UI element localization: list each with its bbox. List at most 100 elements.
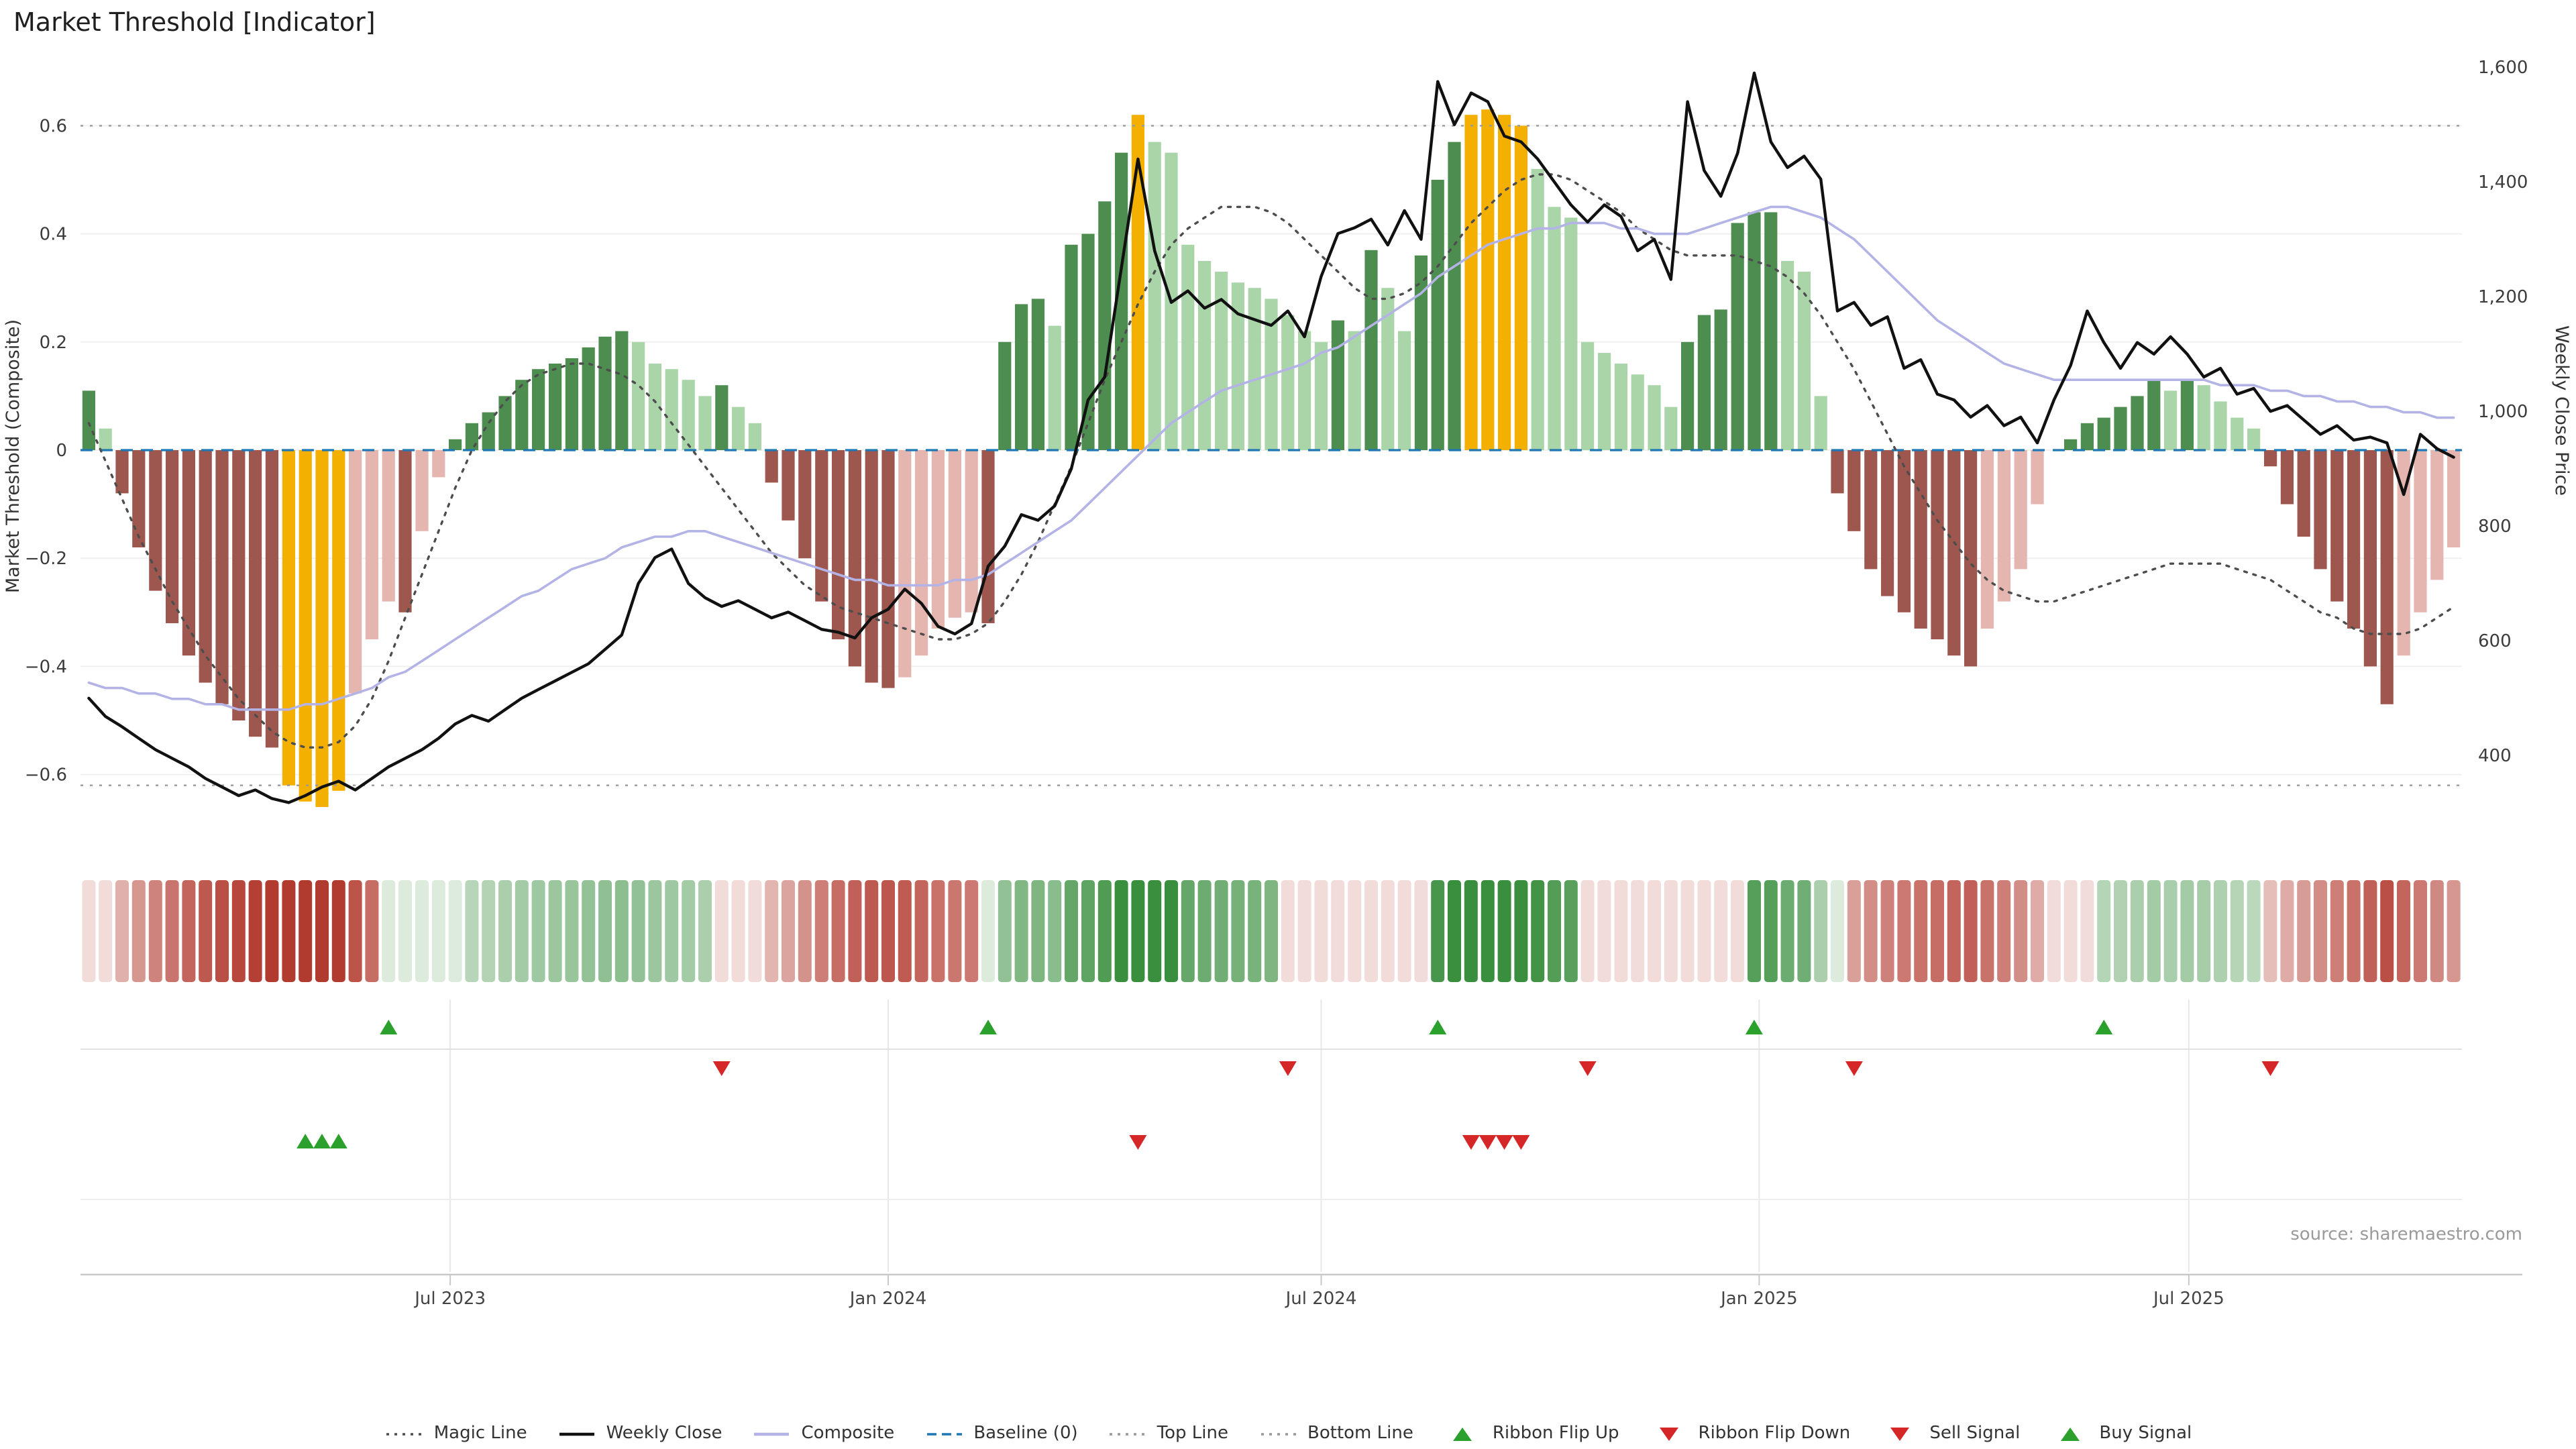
ribbon-cell [2097,880,2111,982]
ribbon-cell [182,880,196,982]
threshold-bar [1414,255,1428,450]
threshold-bar [1664,407,1678,450]
ribbon-cell [682,880,696,982]
threshold-bar [1281,315,1295,451]
buy-signal-marker [329,1134,347,1148]
y-tick-label-left: 0.4 [40,225,67,245]
threshold-bar [565,358,578,450]
threshold-bar [2430,450,2444,580]
threshold-bar [2247,428,2261,450]
sell-signal-marker [1479,1135,1497,1150]
y-tick-label-left: −0.2 [25,549,67,569]
y-tick-label-left: −0.6 [25,765,67,786]
threshold-bar [832,450,845,639]
y-tick-label-left: 0.2 [40,333,67,353]
ribbon-cell [1265,880,1278,982]
ribbon-cell [1464,880,1478,982]
ribbon-cell [2080,880,2094,982]
ribbon-cell [582,880,596,982]
ribbon-cell [814,880,828,982]
threshold-bar [449,439,462,450]
chart-legend: Magic Line Weekly Close Composite Baseline … [0,1424,2576,1444]
threshold-bar [1881,450,1894,596]
threshold-bar [2397,450,2410,656]
ribbon-cell [1097,880,1112,982]
threshold-bar [432,450,445,478]
ribbon-cell [2363,880,2377,982]
ribbon-cell [1914,880,1928,982]
ribbon-cell [2163,880,2178,982]
ribbon-cell [1081,880,1095,982]
ribbon-cell [115,880,129,982]
ribbon-cell [648,880,662,982]
threshold-bar [1748,212,1761,450]
ribbon-cell [1131,880,1145,982]
ribbon-cell [1614,880,1628,982]
threshold-bar [1548,207,1561,450]
y-tick-label-right: 400 [2478,746,2512,766]
ribbon-cell [782,880,795,982]
threshold-bar [182,450,195,656]
threshold-bar [1997,450,2010,602]
x-tick-label: Jul 2024 [1285,1289,1357,1309]
ribbon-cell [99,880,113,982]
y-tick-label-left: 0 [56,441,67,461]
threshold-bar [598,336,612,450]
weekly-close-line [87,71,2455,804]
threshold-bar [2164,390,2178,450]
ribbon-cell [865,880,879,982]
ribbon-flip-down-marker [1578,1061,1597,1076]
legend-item-buy-signal: Buy Signal [2049,1424,2192,1444]
legend-label: Bottom Line [1307,1424,1413,1444]
ribbon-cell [498,880,512,982]
triangle-down-icon [1890,1427,1910,1440]
ribbon-cell [1964,880,1978,982]
threshold-bar [1914,450,1927,629]
threshold-bar [2447,450,2461,547]
ribbon-cell [1165,880,1178,982]
ribbon-cell [1580,880,1595,982]
threshold-bar [2147,380,2161,450]
y-tick-label-right: 1,000 [2478,402,2528,422]
threshold-bar [1381,288,1395,450]
ribbon-cell [1431,880,1445,982]
y-tick-label-right: 800 [2478,517,2512,537]
ribbon-cell [1947,880,1961,982]
threshold-bar [415,450,429,531]
threshold-bar [99,428,112,450]
threshold-bar [1331,320,1344,450]
threshold-bar [881,450,895,688]
threshold-bar [1614,364,1627,450]
threshold-bar [199,450,212,683]
threshold-bar [1398,331,1411,450]
ribbon-cell [1314,880,1328,982]
ribbon-cell [531,880,545,982]
threshold-bar [1897,450,1911,612]
threshold-bar [2031,450,2044,504]
ribbon-cell [2263,880,2277,982]
line-sample-icon [559,1432,594,1436]
threshold-bar [632,341,645,450]
threshold-bar [1065,244,1078,450]
ribbon-flip-down-marker [2261,1061,2279,1076]
threshold-bar [915,450,928,656]
y-tick-label-left: 0.6 [40,116,67,136]
ribbon-cell [665,880,679,982]
threshold-bar [682,380,695,450]
legend-item-sell-signal: Sell Signal [1880,1424,2020,1444]
threshold-bar [981,450,995,623]
threshold-bar [1314,341,1328,450]
ribbon-cell [1664,880,1678,982]
ribbon-cell [148,880,162,982]
threshold-bar [1431,180,1444,450]
legend-label: Ribbon Flip Up [1492,1424,1619,1444]
y-tick-label-left: −0.4 [25,657,67,677]
threshold-bar [532,369,545,450]
threshold-bar [2114,407,2127,450]
threshold-bar [1648,385,1661,450]
ribbon-cell [265,880,279,982]
ribbon-cell [1248,880,1262,982]
threshold-bar [615,331,629,450]
signal-bar [1131,115,1144,450]
